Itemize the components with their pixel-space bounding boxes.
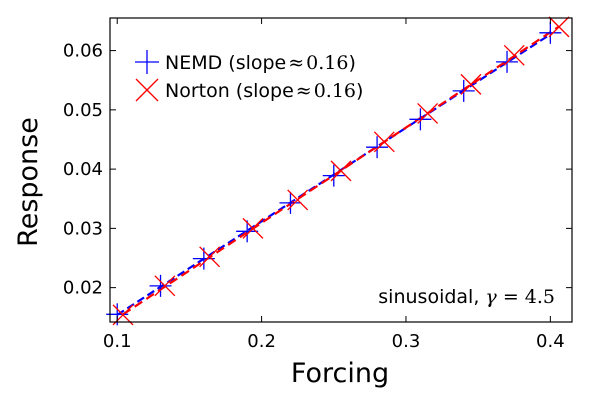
y-tick-label: 0.03 <box>63 218 103 239</box>
y-tick-label: 0.06 <box>63 41 103 62</box>
x-tick-label: 0.2 <box>247 331 276 352</box>
data-marks <box>106 16 570 326</box>
axes: 0.1 0.2 0.3 0.4 0.02 0.03 0.04 0.05 0.06 <box>63 17 573 352</box>
annotation-sinusoidal: sinusoidal, γ = 4.5 <box>378 286 555 308</box>
data-point-norton <box>287 189 309 211</box>
legend-label-norton: Norton (slope ≈0.16) <box>165 80 363 102</box>
y-tick-label: 0.04 <box>63 159 103 180</box>
legend-marker-x <box>135 78 159 102</box>
data-point-norton <box>154 275 176 297</box>
y-axis-title: Response <box>13 117 44 247</box>
legend-plus-marker <box>135 50 159 74</box>
data-point-norton <box>330 160 352 182</box>
data-point-norton <box>417 102 439 124</box>
legend-label-nemd: NEMD (slope ≈0.16) <box>165 52 356 74</box>
data-point-norton <box>242 217 264 239</box>
data-point-nemd <box>539 21 562 44</box>
y-tick-label: 0.02 <box>63 278 103 299</box>
data-point-nemd <box>236 220 259 243</box>
x-tick-label: 0.3 <box>392 331 421 352</box>
data-point-nemd <box>409 108 432 131</box>
legend-entry-norton: Norton (slope ≈0.16) <box>135 78 363 102</box>
data-point-nemd <box>279 191 302 214</box>
data-point-norton <box>199 246 221 268</box>
data-point-norton <box>373 131 395 153</box>
axes-frame <box>109 17 573 323</box>
legend-entry-nemd: NEMD (slope ≈0.16) <box>135 50 356 74</box>
data-point-nemd <box>149 274 172 297</box>
fit-line-norton <box>122 25 560 316</box>
legend-x-marker <box>135 78 159 102</box>
data-point-norton <box>503 44 525 66</box>
data-point-norton <box>460 73 482 95</box>
legend-marker-plus <box>135 50 159 74</box>
data-point-nemd <box>366 136 389 159</box>
legend: NEMD (slope ≈0.16) Norton (slope ≈0.16) <box>135 50 363 102</box>
data-point-norton <box>548 16 570 38</box>
x-axis-title: Forcing <box>291 358 389 389</box>
data-point-nemd <box>322 164 345 187</box>
y-tick-label: 0.05 <box>63 100 103 121</box>
x-tick-label: 0.4 <box>536 331 565 352</box>
x-tick-label: 0.1 <box>103 331 132 352</box>
